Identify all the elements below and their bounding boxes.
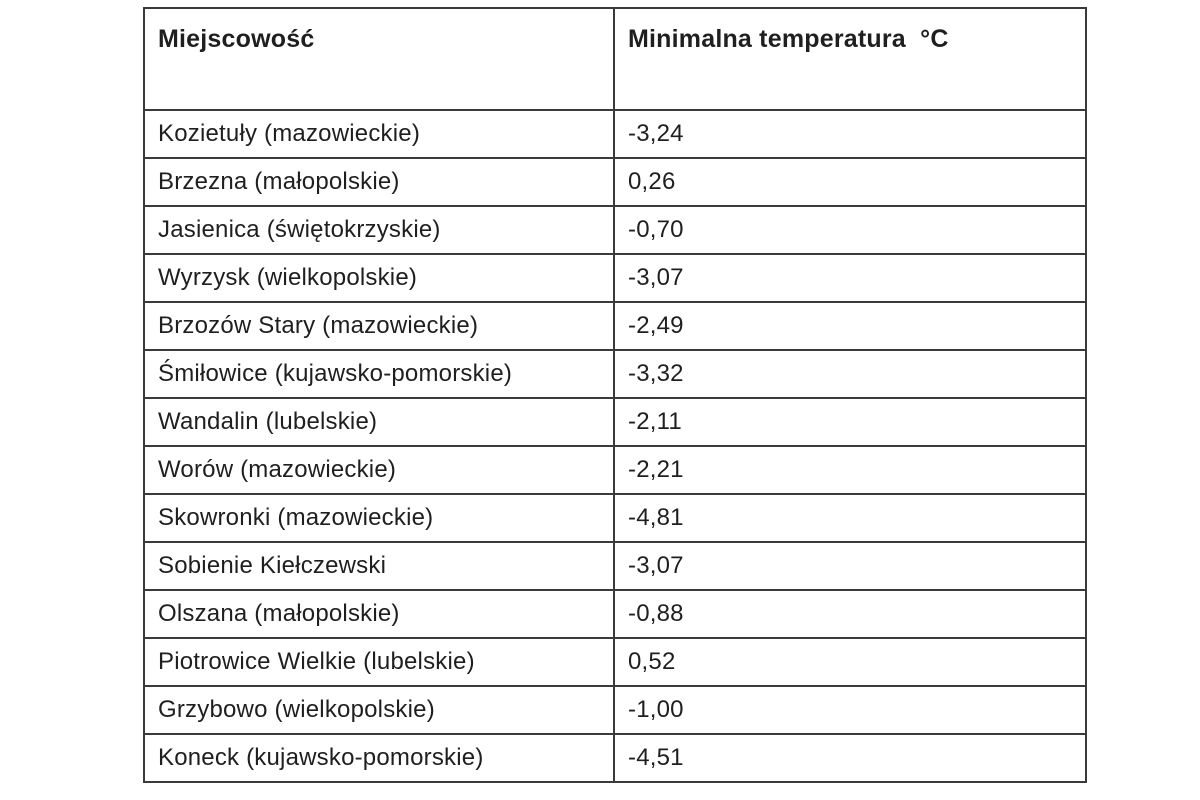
table-row: Brzozów Stary (mazowieckie) -2,49: [143, 301, 1087, 351]
place-cell: Wandalin (lubelskie): [143, 397, 615, 447]
place-cell: Koneck (kujawsko-pomorskie): [143, 733, 615, 783]
table-row: Skowronki (mazowieckie) -4,81: [143, 493, 1087, 543]
temperature-cell: -1,00: [613, 685, 1087, 735]
place-cell: Jasienica (świętokrzyskie): [143, 205, 615, 255]
header-cell-place: Miejscowość: [143, 7, 615, 111]
table-row: Grzybowo (wielkopolskie) -1,00: [143, 685, 1087, 735]
temperature-cell: -2,11: [613, 397, 1087, 447]
table-row: Śmiłowice (kujawsko-pomorskie) -3,32: [143, 349, 1087, 399]
place-cell: Skowronki (mazowieckie): [143, 493, 615, 543]
table-row: Wandalin (lubelskie) -2,11: [143, 397, 1087, 447]
table-row: Wyrzysk (wielkopolskie) -3,07: [143, 253, 1087, 303]
place-cell: Wyrzysk (wielkopolskie): [143, 253, 615, 303]
temperature-cell: -2,49: [613, 301, 1087, 351]
header-row: Miejscowość Minimalna temperatura °C: [143, 7, 1087, 111]
header-cell-temperature: Minimalna temperatura °C: [613, 7, 1087, 111]
place-cell: Sobienie Kiełczewski: [143, 541, 615, 591]
temperature-cell: -3,32: [613, 349, 1087, 399]
table-row: Sobienie Kiełczewski -3,07: [143, 541, 1087, 591]
table-header: Miejscowość Minimalna temperatura °C: [143, 7, 1087, 111]
table-row: Piotrowice Wielkie (lubelskie) 0,52: [143, 637, 1087, 687]
temperature-cell: -2,21: [613, 445, 1087, 495]
table-row: Jasienica (świętokrzyskie) -0,70: [143, 205, 1087, 255]
table-row: Kozietuły (mazowieckie) -3,24: [143, 109, 1087, 159]
place-cell: Worów (mazowieckie): [143, 445, 615, 495]
temperature-cell: 0,52: [613, 637, 1087, 687]
table-row: Koneck (kujawsko-pomorskie) -4,51: [143, 733, 1087, 783]
temperature-cell: 0,26: [613, 157, 1087, 207]
temperature-table: Miejscowość Minimalna temperatura °C Koz…: [143, 7, 1087, 783]
temperature-cell: -0,70: [613, 205, 1087, 255]
place-cell: Kozietuły (mazowieckie): [143, 109, 615, 159]
table-body: Kozietuły (mazowieckie) -3,24 Brzezna (m…: [143, 109, 1087, 783]
temperature-cell: -3,07: [613, 253, 1087, 303]
temperature-cell: -4,51: [613, 733, 1087, 783]
temperature-cell: -3,24: [613, 109, 1087, 159]
place-cell: Piotrowice Wielkie (lubelskie): [143, 637, 615, 687]
table-row: Brzezna (małopolskie) 0,26: [143, 157, 1087, 207]
table-row: Worów (mazowieckie) -2,21: [143, 445, 1087, 495]
place-cell: Grzybowo (wielkopolskie): [143, 685, 615, 735]
place-cell: Śmiłowice (kujawsko-pomorskie): [143, 349, 615, 399]
table-row: Olszana (małopolskie) -0,88: [143, 589, 1087, 639]
place-cell: Brzozów Stary (mazowieckie): [143, 301, 615, 351]
place-cell: Olszana (małopolskie): [143, 589, 615, 639]
temperature-cell: -4,81: [613, 493, 1087, 543]
place-cell: Brzezna (małopolskie): [143, 157, 615, 207]
temperature-cell: -3,07: [613, 541, 1087, 591]
temperature-cell: -0,88: [613, 589, 1087, 639]
